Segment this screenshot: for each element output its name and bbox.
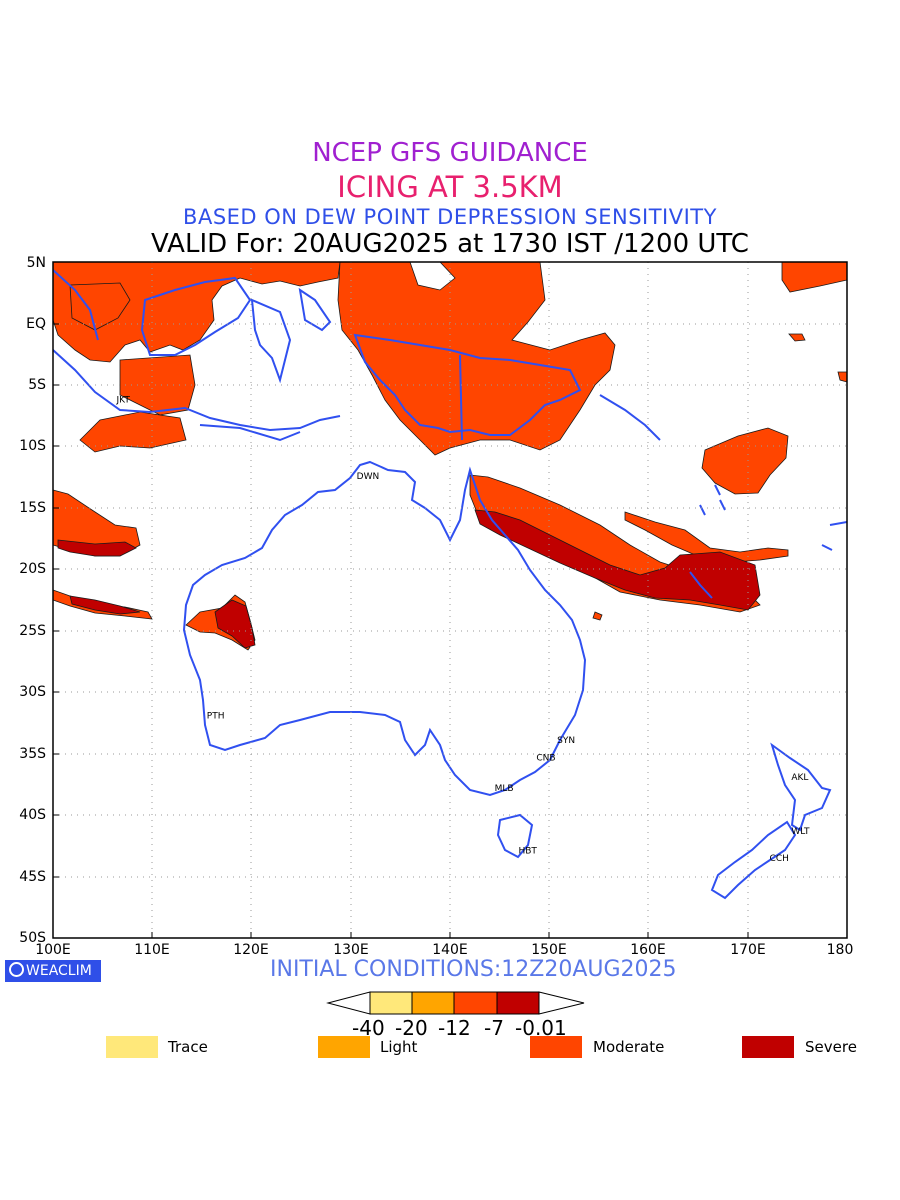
legend-swatch-trace (106, 1036, 158, 1058)
colorbar (326, 991, 585, 1015)
lat-label: 30S (19, 684, 46, 700)
colorbar-moderate (453, 991, 498, 1015)
lat-label: 5S (28, 377, 46, 393)
legend-swatch-moderate (530, 1036, 582, 1058)
lat-label: 20S (19, 561, 46, 577)
logo-text: WEACLIM (26, 963, 92, 979)
lat-label: 40S (19, 807, 46, 823)
lon-label: 180 (826, 942, 854, 958)
lon-label: 160E (630, 942, 666, 958)
title-line-1: NCEP GFS GUIDANCE (312, 138, 588, 168)
colorbar-level: -7 (484, 1016, 504, 1040)
copyright-icon (9, 962, 24, 977)
valid-time: VALID For: 20AUG2025 at 1730 IST /1200 U… (151, 229, 749, 259)
legend-swatch-severe (742, 1036, 794, 1058)
lon-label: 140E (432, 942, 468, 958)
city-label-hbt: HBT (518, 847, 537, 857)
colorbar-trace (369, 991, 413, 1015)
lat-label: 50S (19, 930, 46, 946)
city-label-mlb: MLB (495, 784, 514, 794)
lat-label: 25S (19, 623, 46, 639)
city-label-wlt: WLT (791, 827, 810, 837)
city-label-cnb: CNB (536, 753, 555, 763)
lon-label: 100E (35, 942, 71, 958)
coastlines (53, 269, 847, 900)
lon-label: 110E (134, 942, 170, 958)
lon-label: 150E (531, 942, 567, 958)
graticule (53, 262, 847, 938)
legend-label-trace: Trace (168, 1038, 208, 1056)
lat-label: EQ (26, 316, 46, 332)
lat-label: 15S (19, 500, 46, 516)
city-label-jkt: JKT (115, 396, 130, 406)
lon-label: 130E (333, 942, 369, 958)
lon-label: 170E (730, 942, 766, 958)
city-label-dwn: DWN (357, 472, 380, 482)
legend-label-light: Light (380, 1038, 418, 1056)
colorbar-severe (496, 991, 540, 1015)
legend-swatch-light (318, 1036, 370, 1058)
legend-label-severe: Severe (805, 1038, 857, 1056)
weaclim-logo: WEACLIM (5, 960, 101, 982)
city-label-akl: AKL (791, 773, 808, 783)
lat-label: 10S (19, 438, 46, 454)
colorbar-level: -20 (395, 1016, 428, 1040)
lat-label: 35S (19, 746, 46, 762)
icing-severe-areas (57, 509, 761, 649)
lon-label: 120E (233, 942, 269, 958)
city-label-pth: PTH (207, 712, 225, 722)
city-label-cch: CCH (770, 854, 789, 864)
title-line-2: ICING AT 3.5KM (337, 170, 563, 204)
initial-conditions: INITIAL CONDITIONS:12Z20AUG2025 (270, 957, 677, 982)
lat-label: 5N (26, 255, 46, 271)
colorbar-light (411, 991, 455, 1015)
title-line-3: BASED ON DEW POINT DEPRESSION SENSITIVIT… (183, 205, 717, 229)
axis-ticks (53, 323, 749, 938)
colorbar-level: -12 (438, 1016, 471, 1040)
legend-label-moderate: Moderate (593, 1038, 665, 1056)
lat-label: 45S (19, 869, 46, 885)
city-label-syn: SYN (557, 736, 575, 746)
